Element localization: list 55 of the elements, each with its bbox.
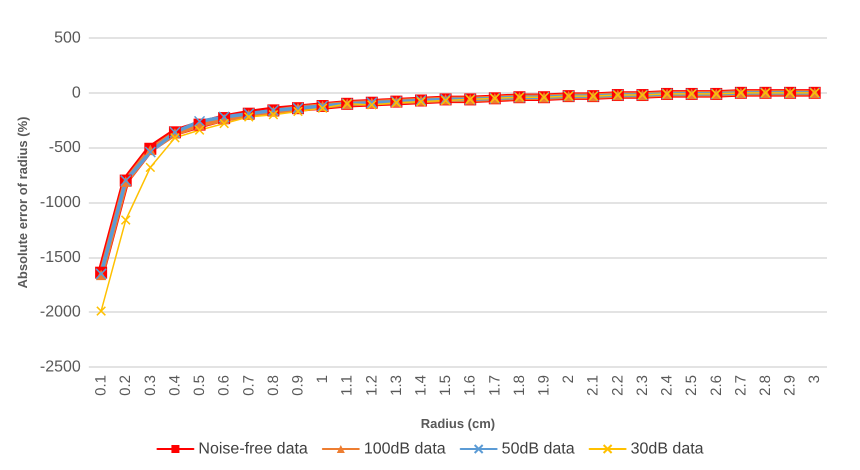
x-tick-label: 2.1: [584, 375, 602, 396]
x-tick-label: 2.9: [782, 375, 799, 396]
x-tick-label: 1.1: [338, 375, 356, 396]
x-tick-label: 0.3: [142, 375, 159, 396]
y-tick-label: 0: [72, 84, 81, 102]
point: [144, 146, 156, 158]
x-tick-label: 0.8: [264, 375, 282, 396]
x-tick-label: 3: [806, 375, 824, 384]
y-axis-title: Absolute error of radius (%): [15, 116, 30, 288]
x-tick-label: 1.5: [437, 375, 454, 396]
x-tick-label: 2.7: [732, 375, 750, 396]
point: [145, 162, 156, 172]
legend-label: Noise-free data: [198, 440, 308, 458]
y-tick-label: 500: [54, 30, 81, 46]
x-tick-label: 2.6: [708, 375, 725, 396]
x-axis-title: Radius (cm): [420, 416, 496, 431]
x-tick-label: 2: [560, 375, 578, 384]
x-tick-label: 0.4: [166, 375, 184, 396]
y-tick-label: -2500: [40, 358, 81, 376]
point: [170, 132, 180, 143]
x-tick-label: 1.2: [363, 375, 380, 396]
x-tick-label: 1: [314, 375, 332, 384]
y-tick-label: -2000: [40, 304, 81, 321]
x-tick-label: 2.5: [683, 375, 700, 396]
y-tick-label: -1500: [40, 248, 81, 266]
x-tick-label: 1.6: [462, 375, 479, 396]
point: [96, 306, 106, 316]
point: [194, 125, 205, 136]
x-tick-label: 0.5: [191, 375, 208, 396]
point: [292, 106, 303, 116]
x-tick-label: 0.9: [289, 375, 306, 396]
x-tick-label: 2.8: [756, 375, 774, 396]
point: [318, 103, 328, 114]
legend-label: 30dB data: [630, 440, 704, 458]
point: [194, 116, 206, 128]
x-tick-label: 2.4: [658, 375, 676, 396]
x-tick-label: 0.2: [117, 375, 134, 396]
point: [366, 100, 377, 110]
y-tick-label: -1000: [40, 194, 81, 211]
y-tick-label: -500: [48, 139, 81, 156]
point: [268, 110, 278, 120]
x-tick-label: 2.2: [609, 375, 626, 396]
x-tick-label: 1.3: [388, 375, 405, 396]
x-tick-label: 1.9: [536, 375, 553, 396]
point: [120, 215, 131, 226]
x-tick-label: 1.8: [510, 375, 528, 396]
x-tick-label: 1.4: [412, 375, 430, 396]
x-tick-label: 1.7: [486, 375, 504, 396]
x-tick-label: 0.6: [216, 375, 233, 396]
x-tick-label: 0.7: [240, 375, 258, 396]
x-tick-label: 2.3: [634, 375, 651, 396]
legend-label: 100dB data: [364, 440, 446, 458]
legend-label: 50dB data: [502, 440, 575, 458]
x-tick-label: 0.1: [92, 375, 110, 396]
point: [219, 118, 230, 129]
